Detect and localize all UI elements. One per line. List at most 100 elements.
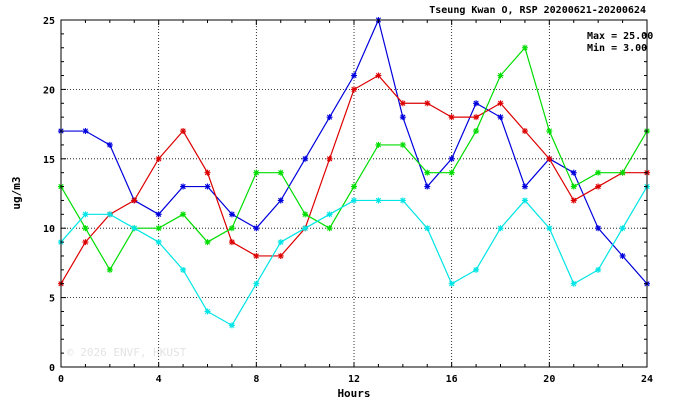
gridlines xyxy=(61,20,647,367)
data-point xyxy=(351,86,357,93)
stats-max: Max = 25.00 xyxy=(587,31,653,42)
data-point xyxy=(448,280,455,287)
data-point xyxy=(448,155,455,162)
data-point xyxy=(424,225,431,232)
data-point xyxy=(595,183,602,190)
data-point xyxy=(424,100,431,107)
data-point xyxy=(497,72,504,79)
data-point xyxy=(497,100,504,107)
x-tick-label: 16 xyxy=(446,374,458,385)
data-point xyxy=(277,239,284,246)
data-point xyxy=(619,252,626,259)
data-point xyxy=(302,155,309,162)
data-point xyxy=(497,225,504,232)
data-point xyxy=(399,197,406,204)
y-tick-label: 25 xyxy=(43,16,55,27)
data-point xyxy=(351,72,357,79)
data-point xyxy=(253,280,260,287)
x-tick-label: 12 xyxy=(348,374,360,385)
data-point xyxy=(326,225,333,232)
data-point xyxy=(326,114,333,121)
data-point xyxy=(180,266,187,273)
data-point xyxy=(253,252,260,259)
data-point xyxy=(82,211,89,218)
data-point xyxy=(106,141,113,148)
data-point xyxy=(351,183,357,190)
data-point xyxy=(180,211,187,218)
data-point xyxy=(351,197,357,204)
data-point xyxy=(546,128,553,135)
stats-min: Min = 3.00 xyxy=(587,42,647,54)
data-point xyxy=(82,239,89,246)
data-point xyxy=(82,128,89,135)
data-point xyxy=(326,211,333,218)
data-point xyxy=(399,114,406,121)
data-point xyxy=(595,266,602,273)
data-point xyxy=(228,239,235,246)
x-tick-label: 20 xyxy=(543,374,555,385)
data-point xyxy=(570,197,577,204)
watermark-text: © 2026 ENVF, HKUST xyxy=(67,346,187,359)
data-point xyxy=(570,280,577,287)
data-point xyxy=(204,183,211,190)
data-point xyxy=(473,100,480,107)
y-tick-label: 10 xyxy=(43,224,55,235)
data-point xyxy=(155,225,162,232)
data-point xyxy=(277,252,284,259)
y-tick-label: 20 xyxy=(43,85,55,96)
data-point xyxy=(277,169,284,176)
x-axis-label: Hours xyxy=(337,387,370,400)
data-point xyxy=(180,128,187,135)
data-point xyxy=(473,128,480,135)
data-point xyxy=(180,183,187,190)
axis-ticks: 0 4 8 12 16 20 24 0 5 10 15 20 25 xyxy=(43,16,653,385)
data-point xyxy=(448,114,455,121)
data-point xyxy=(155,239,162,246)
data-point xyxy=(82,225,89,232)
data-point xyxy=(473,114,480,121)
data-point xyxy=(595,225,602,232)
data-point xyxy=(448,169,455,176)
series-0 xyxy=(58,17,650,287)
y-tick-label: 5 xyxy=(49,294,55,305)
data-point xyxy=(375,72,382,79)
data-point xyxy=(546,155,553,162)
data-point xyxy=(424,183,431,190)
data-point xyxy=(326,155,333,162)
y-axis-label: ug/m3 xyxy=(10,176,23,209)
series-line xyxy=(60,186,648,327)
data-point xyxy=(253,169,260,176)
data-point xyxy=(302,225,309,232)
data-point xyxy=(424,169,431,176)
data-point xyxy=(106,266,113,273)
data-point xyxy=(521,197,528,204)
data-point xyxy=(204,169,211,176)
data-point xyxy=(521,128,528,135)
data-point xyxy=(619,169,626,176)
data-point xyxy=(546,225,553,232)
data-point xyxy=(521,183,528,190)
chart-title: Tseung Kwan O, RSP 20200621-20200624 xyxy=(429,5,646,16)
data-point xyxy=(595,169,602,176)
data-point xyxy=(302,211,309,218)
data-point xyxy=(473,266,480,273)
data-point xyxy=(228,225,235,232)
data-point xyxy=(521,44,528,51)
data-point xyxy=(228,211,235,218)
data-point xyxy=(131,197,138,204)
y-tick-label: 15 xyxy=(43,155,55,166)
x-tick-label: 24 xyxy=(641,374,653,385)
data-point xyxy=(204,308,211,315)
data-point xyxy=(399,141,406,148)
x-tick-label: 0 xyxy=(58,374,64,385)
data-point xyxy=(399,100,406,107)
data-point xyxy=(277,197,284,204)
series-2 xyxy=(58,44,650,273)
data-point xyxy=(131,225,138,232)
data-point xyxy=(375,141,382,148)
data-point xyxy=(497,114,504,121)
data-point xyxy=(619,225,626,232)
y-tick-label: 0 xyxy=(49,363,55,374)
data-point xyxy=(570,169,577,176)
